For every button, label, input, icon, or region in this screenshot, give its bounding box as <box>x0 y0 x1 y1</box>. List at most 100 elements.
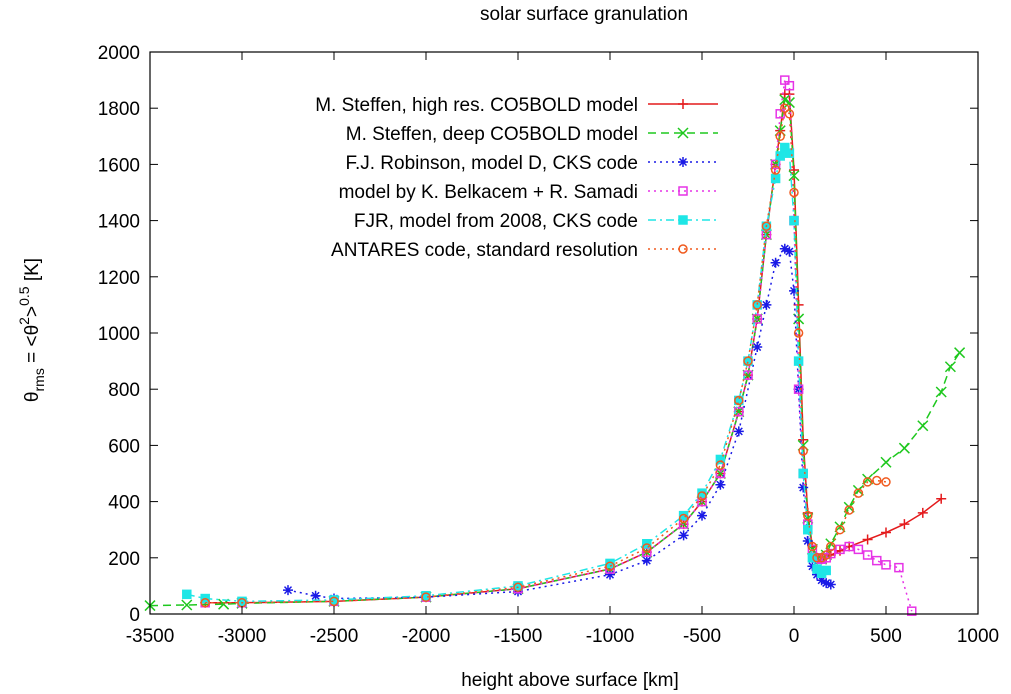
legend-marker <box>677 127 689 139</box>
data-point <box>784 246 795 257</box>
legend-label: model by K. Belkacem + R. Samadi <box>339 182 638 203</box>
data-point <box>784 80 795 91</box>
series-line-5 <box>205 106 887 604</box>
data-point <box>862 534 873 545</box>
data-point <box>678 513 689 524</box>
y-tick-label: 1400 <box>98 212 140 233</box>
data-point <box>821 550 831 560</box>
data-point <box>798 446 808 456</box>
y-tick-label: 400 <box>108 493 140 514</box>
x-tick-label: -500 <box>683 626 721 647</box>
data-point <box>789 187 799 198</box>
data-point <box>642 543 652 553</box>
legend-label: M. Steffen, high res. CO5BOLD model <box>315 95 638 116</box>
data-point <box>605 569 615 580</box>
data-point <box>784 109 795 119</box>
data-point <box>783 97 795 109</box>
data-point <box>803 524 813 535</box>
y-tick-label: 1200 <box>98 268 140 289</box>
series-5 <box>200 103 891 608</box>
data-point <box>181 599 193 611</box>
data-point <box>798 468 808 479</box>
data-point <box>862 477 873 487</box>
data-point <box>752 300 762 310</box>
legend-label: ANTARES code, standard resolution <box>331 240 638 261</box>
data-point <box>821 578 832 589</box>
data-point <box>734 395 744 406</box>
data-point <box>907 606 917 616</box>
data-point <box>678 530 689 541</box>
legend-marker <box>678 186 688 196</box>
data-point <box>872 555 882 566</box>
data-point <box>788 170 800 182</box>
data-point <box>283 585 293 596</box>
data-point <box>775 131 785 142</box>
data-point <box>826 541 836 552</box>
data-point <box>935 386 947 398</box>
y-axis-label: θrms = <θ2>0.5 [K] <box>16 258 47 402</box>
legend-entry-0: M. Steffen, high res. CO5BOLD model <box>315 95 718 116</box>
legend-marker <box>678 157 688 167</box>
data-point <box>733 426 744 437</box>
data-point <box>816 553 827 563</box>
x-tick-label: -2000 <box>402 626 451 647</box>
data-point <box>678 510 689 521</box>
data-point <box>761 221 772 231</box>
data-point <box>798 482 809 493</box>
data-point <box>872 475 882 486</box>
data-point <box>789 215 799 226</box>
y-tick-label: 0 <box>129 605 140 626</box>
x-tick-label: -2500 <box>310 626 359 647</box>
data-point <box>605 561 615 571</box>
data-point <box>513 582 523 593</box>
legend-entry-4: FJR, model from 2008, CKS code <box>354 211 718 232</box>
legend-marker <box>678 244 688 254</box>
x-axis: -3500 -3000 -2500 -2000 -1500 -1000 -500 0 500 10… <box>126 52 999 647</box>
data-point <box>881 527 891 538</box>
legend-entry-2: F.J. Robinson, model D, CKS code <box>345 153 718 174</box>
y-tick-label: 200 <box>108 549 140 570</box>
y-axis: 0 200 400 600 800 1000 1200 1400 1600 1800 2000 <box>98 43 978 626</box>
data-point <box>853 544 864 555</box>
x-tick-label: -3500 <box>126 626 175 647</box>
y-tick-label: 1800 <box>98 99 140 120</box>
data-point <box>881 560 891 570</box>
x-tick-label: -3000 <box>218 626 267 647</box>
data-point <box>802 535 813 546</box>
x-axis-label: height above surface [km] <box>461 670 679 691</box>
data-point <box>844 505 854 515</box>
data-point <box>743 356 753 366</box>
legend-label: M. Steffen, deep CO5BOLD model <box>346 124 638 145</box>
data-point <box>812 553 822 563</box>
data-point <box>844 541 854 552</box>
data-point <box>936 493 947 504</box>
data-point <box>793 328 804 338</box>
data-point <box>862 550 873 560</box>
legend: M. Steffen, high res. CO5BOLD model M. St… <box>315 95 718 261</box>
data-point <box>803 510 813 521</box>
data-point <box>770 257 781 268</box>
data-point <box>421 592 431 602</box>
data-point <box>697 510 707 521</box>
data-point <box>807 541 818 552</box>
data-point <box>954 347 966 359</box>
legend-label: F.J. Robinson, model D, CKS code <box>345 153 638 174</box>
data-point <box>310 590 321 601</box>
data-point <box>917 420 929 432</box>
legend-marker <box>678 99 688 109</box>
data-point <box>881 477 891 487</box>
data-point <box>917 507 928 518</box>
data-point <box>821 565 831 576</box>
data-point <box>780 103 790 113</box>
y-tick-label: 600 <box>108 436 140 457</box>
x-tick-label: -1500 <box>494 626 543 647</box>
y-tick-label: 1600 <box>98 155 140 176</box>
data-point <box>715 454 726 465</box>
data-point <box>898 442 910 454</box>
data-point <box>641 555 652 566</box>
data-point <box>770 165 781 175</box>
data-point <box>200 598 210 608</box>
data-point <box>605 558 615 569</box>
y-tick-label: 800 <box>108 380 140 401</box>
